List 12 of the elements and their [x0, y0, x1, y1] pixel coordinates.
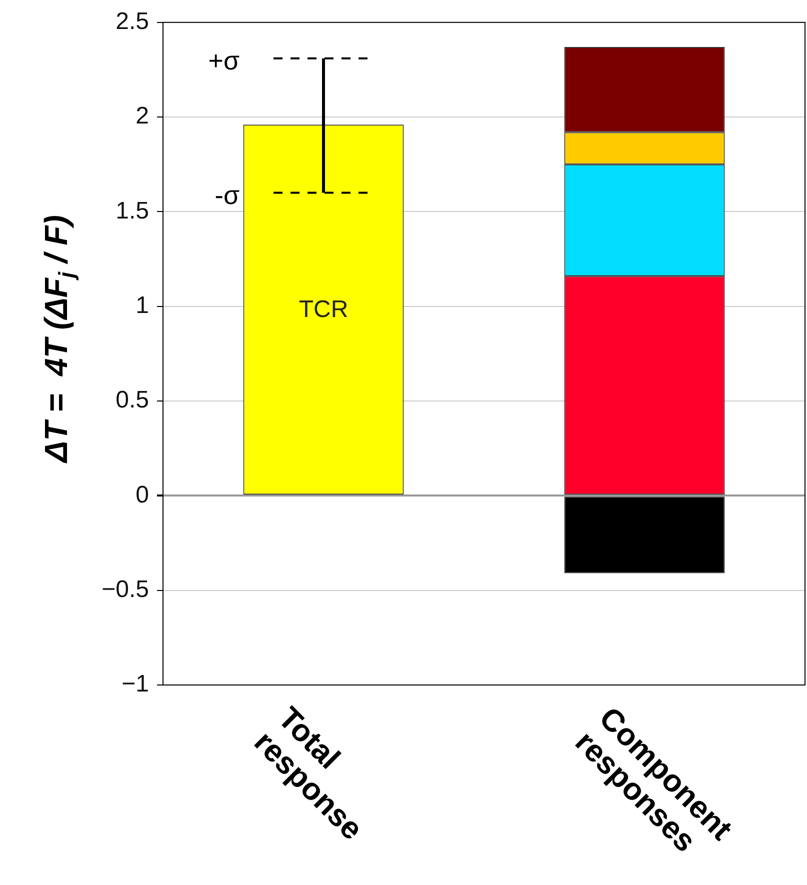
annotation: -σ — [214, 180, 240, 210]
y-tick-label: −1 — [122, 670, 149, 698]
series-label: TCR — [298, 296, 348, 323]
y-axis-title: ΔT = 4T (ΔFj / F) — [38, 215, 80, 464]
y-tick-label: 0 — [136, 481, 149, 508]
y-tick-label: 2.5 — [116, 8, 149, 36]
y-tick-label: 2 — [136, 102, 149, 130]
y-tick-label: −0.5 — [102, 576, 149, 603]
y-tick-label: 1 — [136, 292, 149, 319]
y-tick-label: 1.5 — [116, 197, 149, 224]
annotation: +σ — [208, 46, 240, 76]
y-tick-label: 0.5 — [116, 386, 149, 414]
